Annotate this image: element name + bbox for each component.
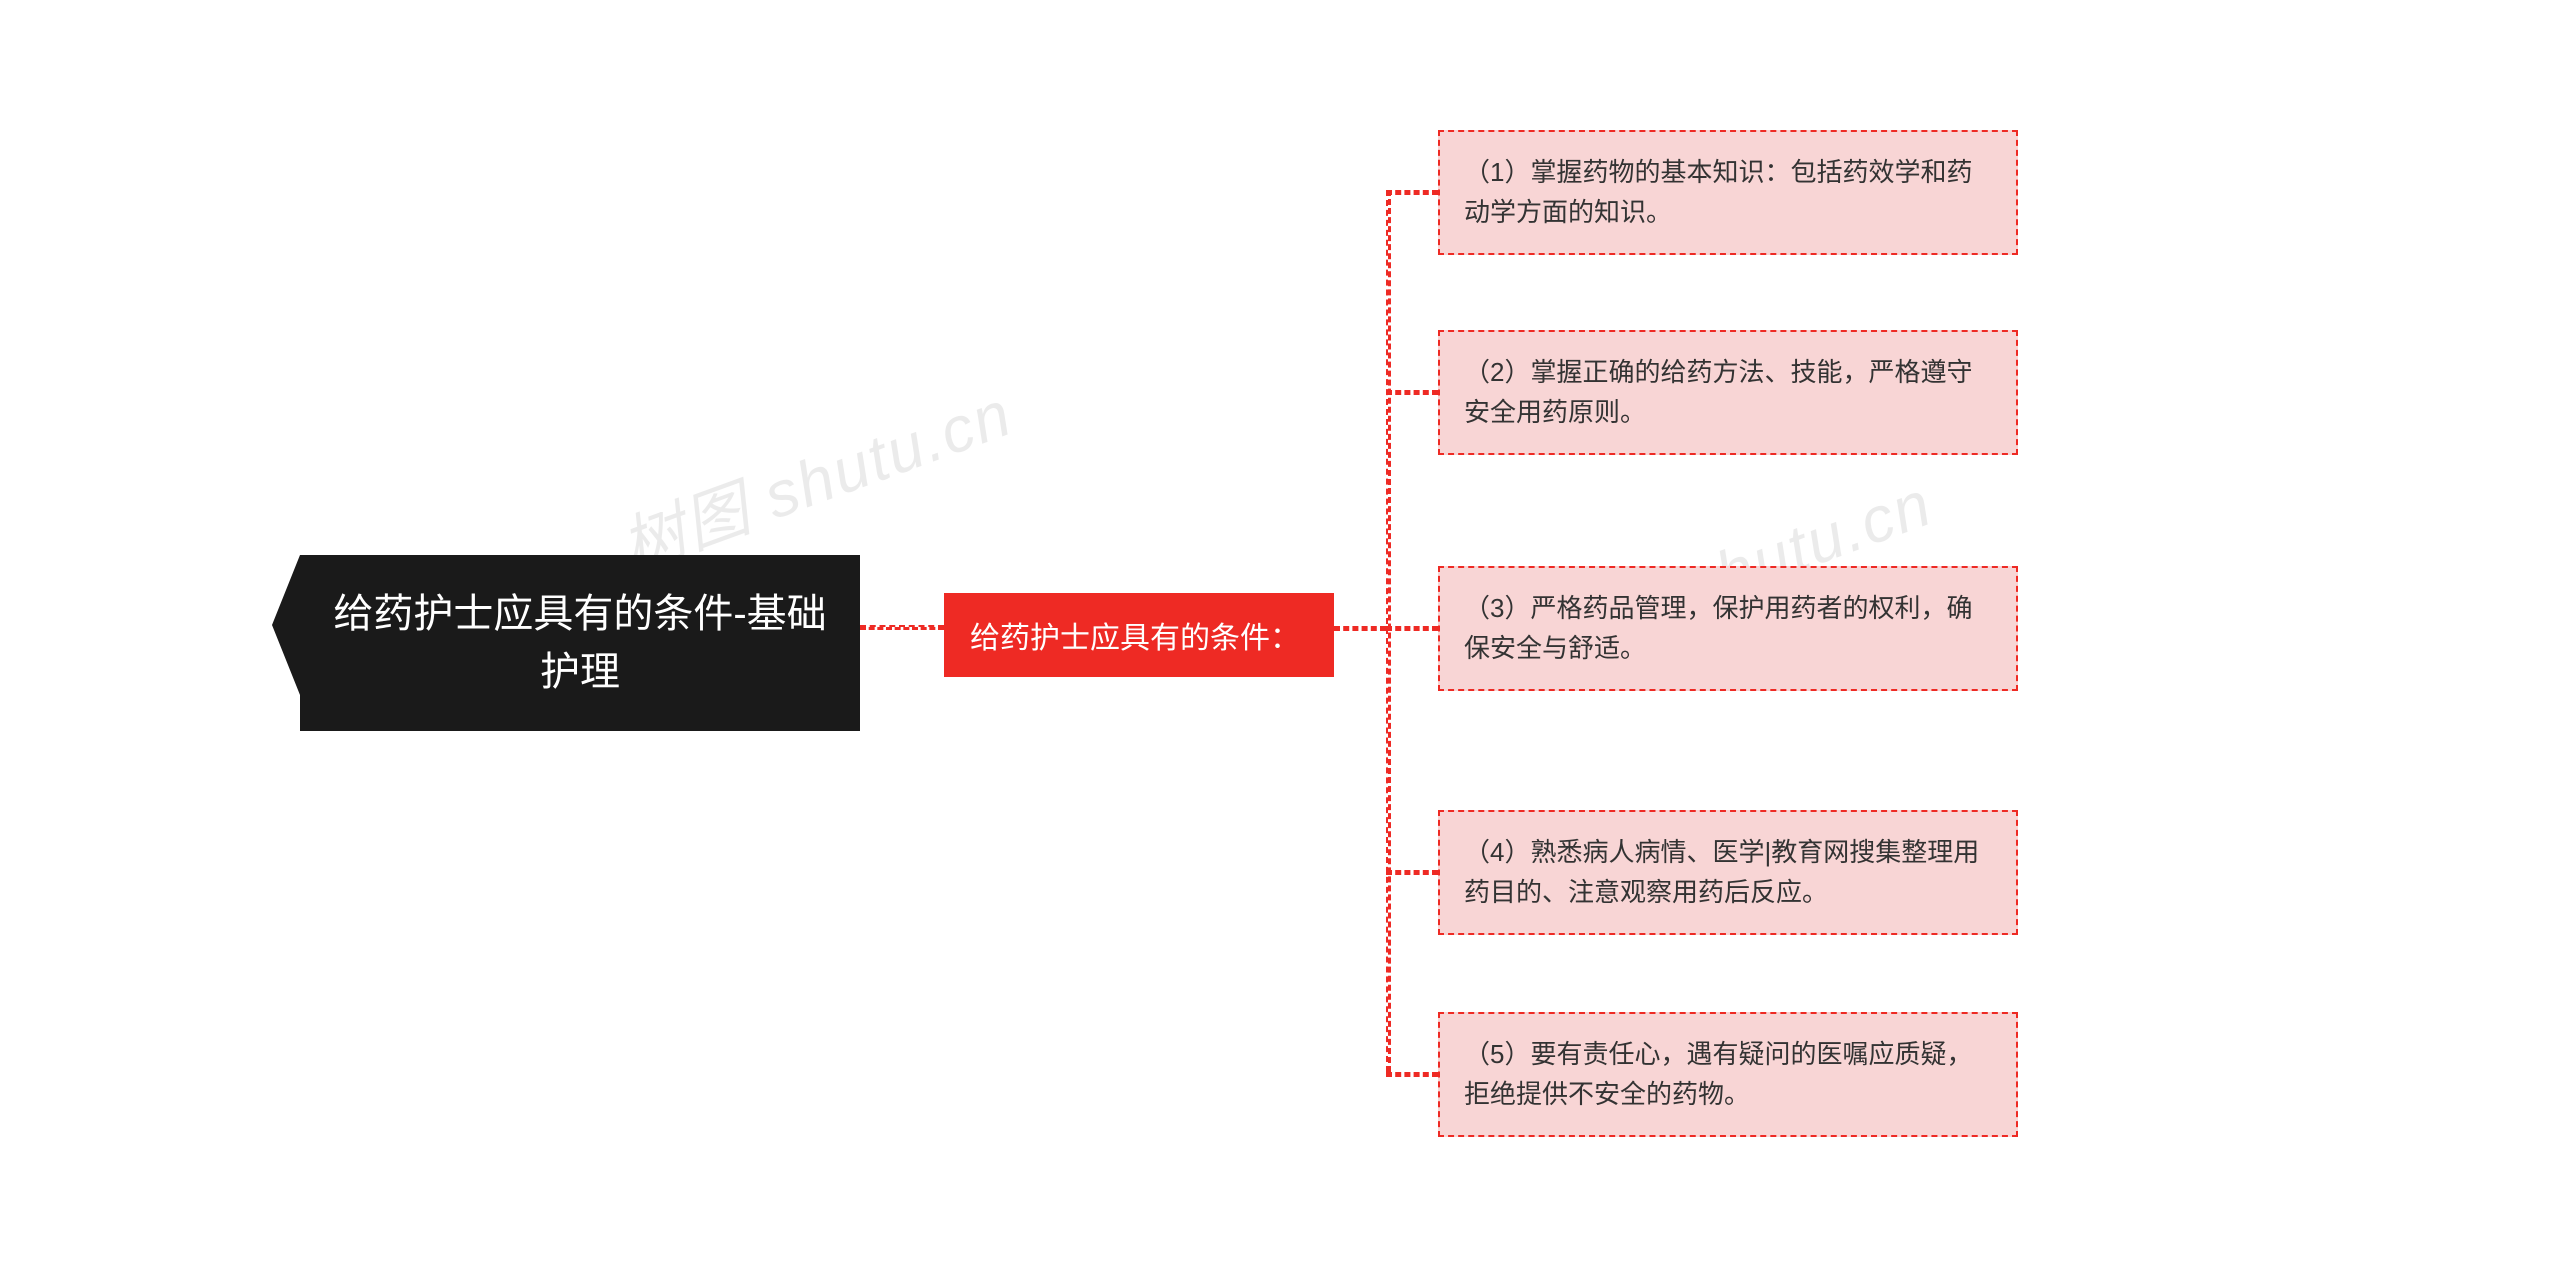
leaf-node: （5）要有责任心，遇有疑问的医嘱应质疑，拒绝提供不安全的药物。 <box>1438 1012 2018 1137</box>
connector-leaf-2 <box>1386 626 1438 631</box>
root-node: 给药护士应具有的条件-基础护理 <box>300 555 860 731</box>
connector-level2-stub <box>1334 626 1386 631</box>
leaf-node: （3）严格药品管理，保护用药者的权利，确保安全与舒适。 <box>1438 566 2018 691</box>
level2-node: 给药护士应具有的条件： <box>944 593 1334 677</box>
leaf-node: （2）掌握正确的给药方法、技能，严格遵守安全用药原则。 <box>1438 330 2018 455</box>
connector-root-level2 <box>860 625 944 630</box>
leaf-text: （3）严格药品管理，保护用药者的权利，确保安全与舒适。 <box>1464 593 1972 663</box>
connector-leaf-3 <box>1386 870 1438 875</box>
leaf-text: （1）掌握药物的基本知识：包括药效学和药动学方面的知识。 <box>1464 157 1972 227</box>
level2-node-text: 给药护士应具有的条件： <box>970 622 1300 655</box>
connector-leaf-4 <box>1386 1072 1438 1077</box>
leaf-node: （4）熟悉病人病情、医学|教育网搜集整理用药目的、注意观察用药后反应。 <box>1438 810 2018 935</box>
leaf-text: （4）熟悉病人病情、医学|教育网搜集整理用药目的、注意观察用药后反应。 <box>1464 837 1979 907</box>
leaf-text: （2）掌握正确的给药方法、技能，严格遵守安全用药原则。 <box>1464 357 1972 427</box>
connector-leaf-1 <box>1386 390 1438 395</box>
connector-trunk <box>1386 190 1391 1072</box>
leaf-text: （5）要有责任心，遇有疑问的医嘱应质疑，拒绝提供不安全的药物。 <box>1464 1039 1972 1109</box>
connector-leaf-0 <box>1386 190 1438 195</box>
diagram-canvas: 树图 shutu.cn 树图 shutu.cn 给药护士应具有的条件-基础护理 … <box>0 0 2560 1272</box>
leaf-node: （1）掌握药物的基本知识：包括药效学和药动学方面的知识。 <box>1438 130 2018 255</box>
root-node-text: 给药护士应具有的条件-基础护理 <box>333 592 826 694</box>
